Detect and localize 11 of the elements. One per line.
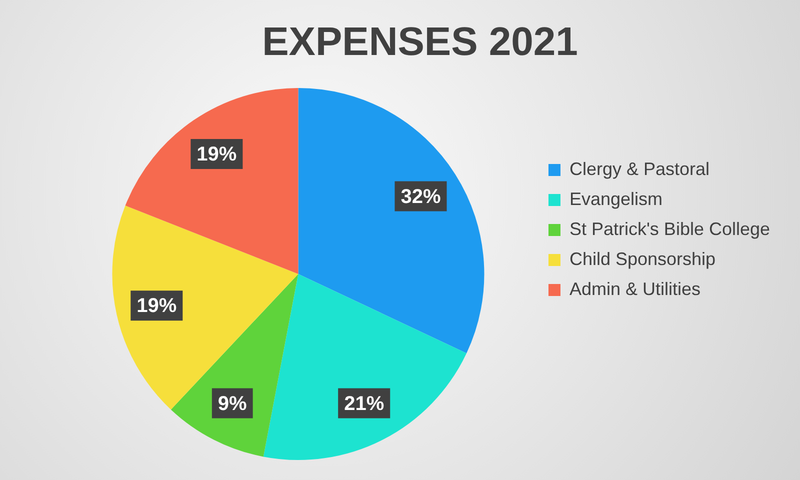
data-label: 32%: [400, 186, 441, 208]
data-label: 21%: [344, 392, 384, 415]
data-label: 9%: [218, 392, 248, 415]
legend-label: Evangelism: [569, 188, 663, 209]
data-label: 19%: [196, 144, 237, 166]
legend-label: St Patrick's Bible College: [569, 218, 770, 239]
data-label: 19%: [136, 295, 177, 318]
legend-label: Admin & Utilities: [569, 278, 701, 299]
chart-title: EXPENSES 2021: [262, 20, 578, 64]
legend-label: Clergy & Pastoral: [569, 158, 710, 179]
legend-label: Child Sponsorship: [569, 248, 716, 269]
